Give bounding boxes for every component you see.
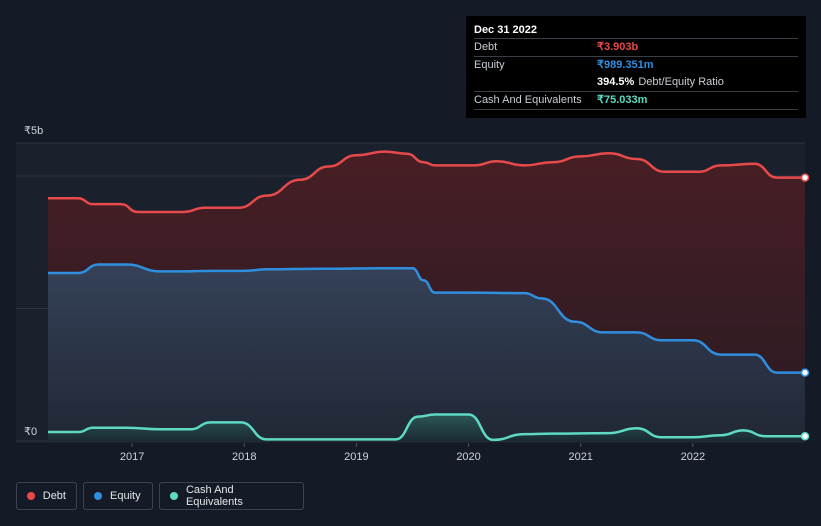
debt-endpoint [800,173,810,182]
tooltip-row-equity: Equity ₹989.351m [474,56,798,74]
legend-cash-label: Cash And Equivalents [185,484,243,508]
legend-item-equity[interactable]: Equity [83,482,153,510]
y-axis-top-label: ₹5b [24,125,44,137]
series-endpoints [800,173,810,441]
tooltip-panel: Dec 31 2022 Debt ₹3.903b Equity ₹989.351… [466,16,806,118]
series-lines [47,150,805,442]
tooltip-ratio-label: Debt/Equity Ratio [638,76,724,88]
x-tick-label-2021: 2021 [568,451,592,463]
legend-debt-label: Debt [42,490,66,502]
legend-item-debt[interactable]: Debt [16,482,77,510]
debt-dot-icon [27,492,35,500]
cash-area [48,414,805,441]
tooltip-equity-value: ₹989.351m [597,59,654,71]
equity-line [48,263,805,374]
x-axis-ticks: 2017 2018 2019 2020 2021 2022 [120,443,705,463]
tooltip-row-ratio: 394.5% Debt/Equity Ratio [474,74,798,91]
tooltip-debt-label: Debt [474,41,498,53]
x-tick-label-2017: 2017 [120,451,144,463]
x-tick-label-2020: 2020 [456,451,480,463]
x-tick-label-2019: 2019 [344,451,368,463]
cash-line [47,413,805,442]
tooltip-row-cash: Cash And Equivalents ₹75.033m [474,91,798,109]
x-tick-label-2018: 2018 [232,451,256,463]
y-axis-bottom-label: ₹0 [24,426,38,438]
equity-endpoint [800,368,810,377]
cash-dot-icon [170,492,178,500]
tooltip-row-debt: Debt ₹3.903b [474,38,798,56]
tooltip-cash-label: Cash And Equivalents [474,94,582,106]
equity-dot-icon [94,492,102,500]
tooltip-cash-value: ₹75.033m [597,94,648,106]
legend-item-cash[interactable]: Cash And Equivalents [159,482,304,510]
debt-line [47,150,805,214]
tooltip-debt-value: ₹3.903b [597,41,639,53]
series-areas [48,151,805,441]
x-tick-label-2022: 2022 [681,451,705,463]
legend-equity-label: Equity [110,490,141,502]
tooltip-ratio-value: 394.5% [597,76,635,88]
tooltip-equity-label: Equity [474,59,505,71]
equity-area [48,264,805,441]
tooltip-date: Dec 31 2022 [474,24,537,36]
cash-endpoint [800,431,810,441]
